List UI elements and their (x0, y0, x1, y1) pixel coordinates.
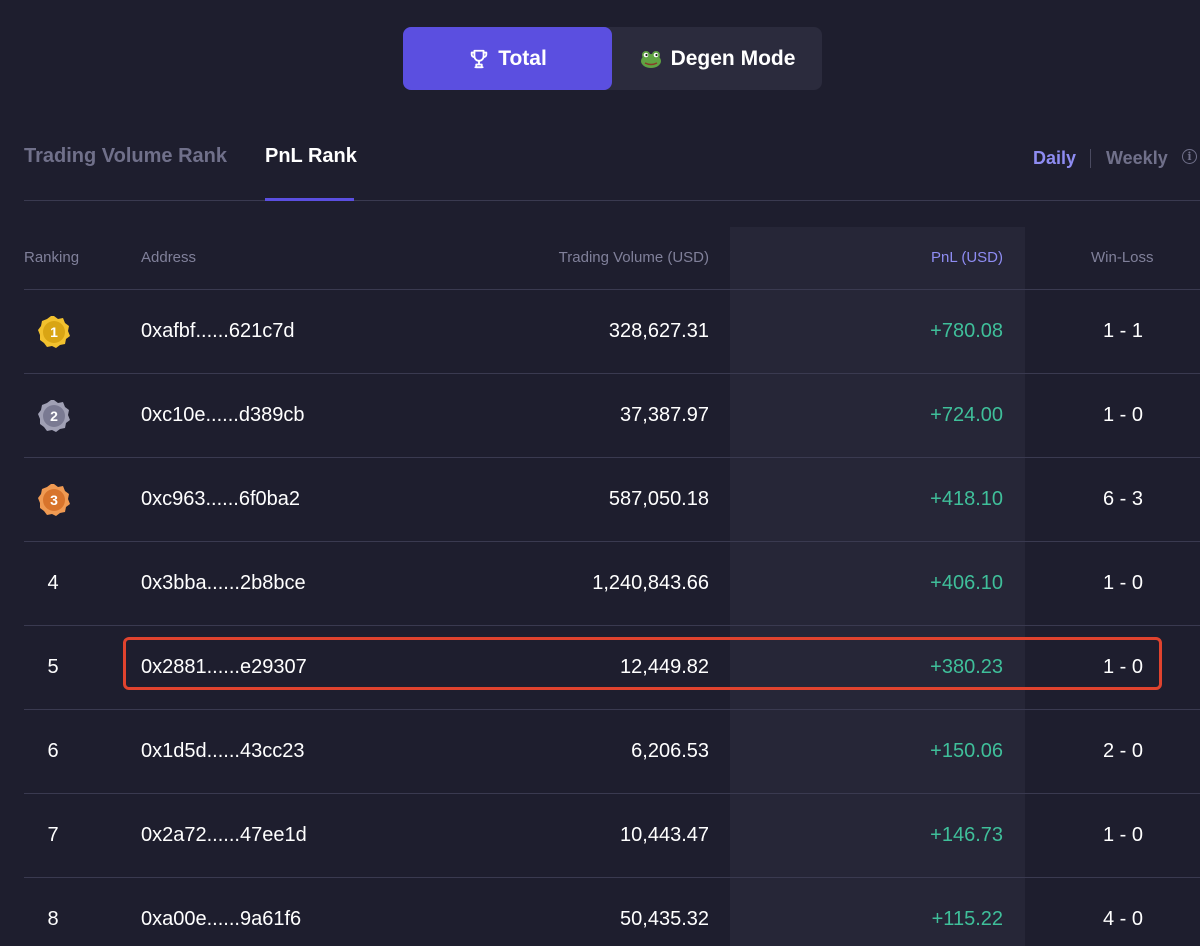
medal-rank: 3 (50, 492, 58, 508)
table-row[interactable]: 5 0x2881......e29307 12,449.82 +380.23 1… (24, 626, 1200, 710)
volume-cell: 1,240,843.66 (592, 572, 709, 594)
volume-cell: 587,050.18 (608, 488, 709, 510)
pnl-cell: +115.22 (931, 908, 1003, 930)
address-cell[interactable]: 0x2a72......47ee1d (141, 824, 307, 846)
volume-cell: 50,435.32 (620, 908, 709, 930)
medal-rank: 1 (50, 324, 58, 340)
pnl-cell: +406.10 (930, 572, 1003, 594)
address-cell[interactable]: 0xc963......6f0ba2 (141, 488, 301, 510)
pnl-cell: +150.06 (930, 740, 1003, 762)
address-cell[interactable]: 0xafbf......621c7d (141, 320, 295, 342)
winloss-cell: 1 - 0 (1102, 404, 1144, 426)
frog-icon (640, 50, 661, 68)
rank-cell: 6 (47, 740, 59, 762)
rank-cell: 5 (47, 656, 59, 678)
table-header: Ranking Address Trading Volume (USD) PnL… (24, 227, 1200, 290)
period-daily[interactable]: Daily (1033, 148, 1077, 168)
table-row[interactable]: 4 0x3bba......2b8bce 1,240,843.66 +406.1… (24, 542, 1200, 626)
pnl-cell: +418.10 (930, 488, 1003, 510)
winloss-cell: 2 - 0 (1102, 740, 1144, 762)
total-mode-button[interactable]: Total (403, 27, 612, 90)
gold-medal-icon: 1 (38, 316, 70, 348)
table-row[interactable]: 6 0x1d5d......43cc23 6,206.53 +150.06 2 … (24, 710, 1200, 794)
header-address: Address (141, 249, 197, 266)
tab-pnl-rank[interactable]: PnL Rank (265, 145, 357, 167)
period-weekly[interactable]: Weekly (1106, 148, 1168, 168)
tab-trading-volume-rank[interactable]: Trading Volume Rank (24, 145, 227, 167)
rank-tabs: Trading Volume Rank PnL Rank (24, 128, 1200, 201)
pnl-column-background (730, 227, 1025, 946)
winloss-cell: 1 - 0 (1102, 656, 1144, 678)
winloss-cell: 4 - 0 (1102, 908, 1144, 930)
address-cell[interactable]: 0x3bba......2b8bce (141, 572, 306, 594)
winloss-cell: 1 - 0 (1102, 824, 1144, 846)
total-mode-label: Total (498, 46, 547, 70)
volume-cell: 328,627.31 (608, 320, 709, 342)
trophy-icon (470, 49, 488, 68)
table-row[interactable]: 2 0xc10e......d389cb 37,387.97 +724.00 1… (24, 374, 1200, 458)
header-pnl[interactable]: PnL (USD) (931, 249, 1003, 266)
volume-cell: 37,387.97 (620, 404, 709, 426)
volume-cell: 6,206.53 (631, 740, 709, 762)
table-row[interactable]: 3 0xc963......6f0ba2 587,050.18 +418.10 … (24, 458, 1200, 542)
winloss-cell: 1 - 1 (1102, 320, 1144, 342)
table-row[interactable]: 7 0x2a72......47ee1d 10,443.47 +146.73 1… (24, 794, 1200, 878)
address-cell[interactable]: 0xc10e......d389cb (141, 404, 305, 426)
row-highlight-annotation (123, 637, 1162, 690)
winloss-cell: 1 - 0 (1102, 572, 1144, 594)
active-tab-indicator (265, 198, 354, 201)
volume-cell: 10,443.47 (620, 824, 709, 846)
pnl-cell: +724.00 (930, 404, 1003, 426)
volume-cell: 12,449.82 (620, 656, 709, 678)
pnl-cell: +780.08 (930, 320, 1003, 342)
rank-cell: 4 (47, 572, 59, 594)
pnl-cell: +146.73 (930, 824, 1003, 846)
address-cell[interactable]: 0xa00e......9a61f6 (141, 908, 302, 930)
degen-mode-button[interactable]: Degen Mode (612, 27, 822, 90)
address-cell[interactable]: 0x1d5d......43cc23 (141, 740, 305, 762)
degen-mode-label: Degen Mode (670, 46, 796, 70)
winloss-cell: 6 - 3 (1102, 488, 1144, 510)
header-win-loss: Win-Loss (1091, 249, 1154, 266)
mode-switch: Total Degen Mode (403, 27, 822, 90)
pnl-cell: +380.23 (930, 656, 1003, 678)
table-row[interactable]: 8 0xa00e......9a61f6 50,435.32 +115.22 4… (24, 878, 1200, 946)
rank-cell: 7 (47, 824, 59, 846)
medal-rank: 2 (50, 408, 58, 424)
info-icon[interactable]: i (1182, 149, 1197, 164)
bronze-medal-icon: 3 (38, 484, 70, 516)
header-trading-volume[interactable]: Trading Volume (USD) (558, 249, 709, 266)
rank-cell: 8 (47, 908, 59, 930)
header-ranking: Ranking (24, 249, 80, 266)
silver-medal-icon: 2 (38, 400, 70, 432)
period-divider (1090, 149, 1091, 168)
address-cell[interactable]: 0x2881......e29307 (141, 656, 307, 678)
table-row[interactable]: 1 0xafbf......621c7d 328,627.31 +780.08 … (24, 290, 1200, 374)
